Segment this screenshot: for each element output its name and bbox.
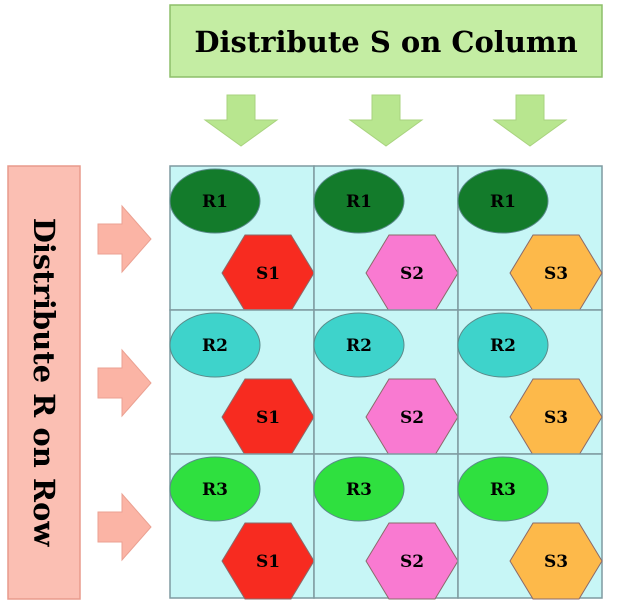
row-distribution-banner: Distribute R on Row: [7, 165, 81, 600]
r-partition-ellipse: [313, 168, 405, 234]
s-partition-label: S2: [400, 264, 424, 284]
r-partition-ellipse: [169, 168, 261, 234]
partition-grid: R1 S1 R1 S2 R1 S3 R2 S1 R2 S2 R2 S3 R3 S1 R3 S2 R3 S3: [169, 165, 603, 600]
down-arrow-2: [348, 94, 424, 147]
grid-cell-r3-c1: R3 S1: [169, 453, 315, 600]
r-partition-label: R1: [202, 192, 228, 212]
s-partition-label: S1: [256, 552, 280, 572]
s-partition-label: S2: [400, 408, 424, 428]
r-partition-ellipse: [457, 312, 549, 378]
r-partition-label: R3: [490, 480, 516, 500]
r-partition-ellipse: [457, 456, 549, 522]
column-distribution-banner: Distribute S on Column: [169, 4, 603, 78]
down-arrow-1: [203, 94, 279, 147]
grid-cell-r2-c1: R2 S1: [169, 309, 315, 456]
right-arrow-3: [97, 492, 152, 562]
down-arrow-3: [492, 94, 568, 147]
grid-cell-r3-c3: R3 S3: [457, 453, 603, 600]
row-banner-label: Distribute R on Row: [27, 218, 61, 548]
right-arrows: [97, 204, 152, 562]
grid-cell-r1-c1: R1 S1: [169, 165, 315, 312]
r-partition-label: R2: [490, 336, 516, 356]
r-partition-ellipse: [313, 312, 405, 378]
r-partition-ellipse: [169, 312, 261, 378]
r-partition-ellipse: [169, 456, 261, 522]
grid-cell-r1-c2: R1 S2: [313, 165, 459, 312]
down-arrows: [203, 94, 568, 147]
r-partition-label: R1: [490, 192, 516, 212]
column-banner-label: Distribute S on Column: [194, 25, 577, 59]
r-partition-ellipse: [313, 456, 405, 522]
r-partition-label: R2: [202, 336, 228, 356]
grid-cell-r2-c3: R2 S3: [457, 309, 603, 456]
s-partition-label: S1: [256, 264, 280, 284]
s-partition-label: S3: [544, 408, 568, 428]
right-arrow-2: [97, 348, 152, 418]
s-partition-label: S3: [544, 264, 568, 284]
r-partition-label: R2: [346, 336, 372, 356]
s-partition-label: S1: [256, 408, 280, 428]
r-partition-label: R3: [346, 480, 372, 500]
r-partition-label: R1: [346, 192, 372, 212]
s-partition-hexagon: [509, 522, 603, 600]
s-partition-label: S2: [400, 552, 424, 572]
r-partition-label: R3: [202, 480, 228, 500]
grid-cell-r1-c3: R1 S3: [457, 165, 603, 312]
r-partition-ellipse: [457, 168, 549, 234]
grid-cell-r2-c2: R2 S2: [313, 309, 459, 456]
right-arrow-1: [97, 204, 152, 274]
grid-cell-r3-c2: R3 S2: [313, 453, 459, 600]
s-partition-label: S3: [544, 552, 568, 572]
